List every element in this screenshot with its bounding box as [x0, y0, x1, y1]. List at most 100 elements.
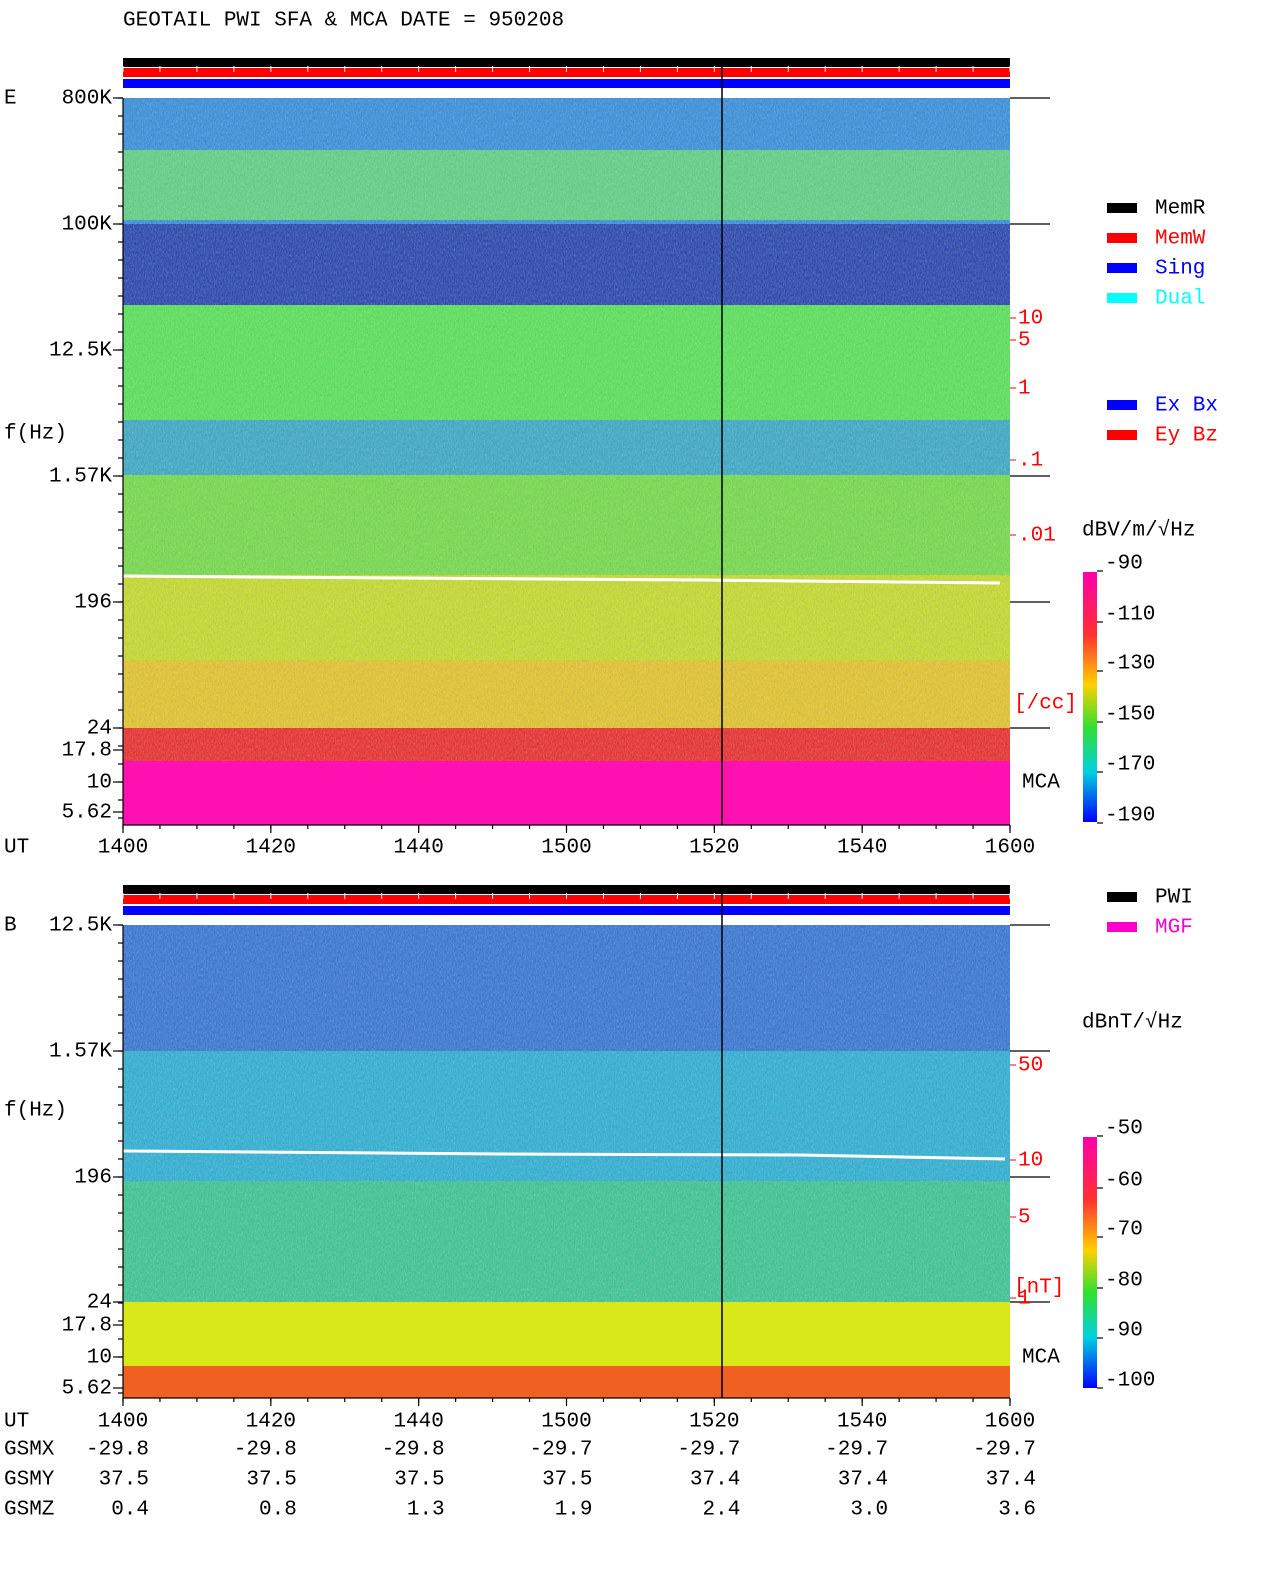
orbit-value: 2.4	[703, 1499, 741, 1522]
legend-label: Ey Bz	[1155, 425, 1218, 448]
colorbar-unit: dBV/m/√Hz	[1082, 519, 1195, 543]
orbit-value: 1.3	[407, 1499, 445, 1522]
legend-swatch	[1107, 430, 1137, 440]
noise	[123, 98, 1010, 761]
orbit-value: 37.5	[246, 1469, 296, 1492]
orbit-value: 0.8	[259, 1499, 297, 1522]
mode-bar	[123, 79, 1010, 88]
colorbar-label: -130	[1105, 653, 1155, 676]
colorbar-label: -80	[1105, 1270, 1143, 1293]
colorbar-label: -110	[1105, 604, 1155, 627]
mca-label: MCA	[1022, 1347, 1060, 1370]
y-tick-label: 1.57K	[49, 466, 112, 489]
x-tick-label: 1400	[98, 1411, 148, 1434]
colorbar-label: -60	[1105, 1170, 1143, 1193]
x-tick-label: 1500	[541, 837, 591, 860]
spectrogram	[122, 925, 1010, 1398]
y-tick-label: 12.5K	[49, 915, 112, 938]
legend-swatch	[1107, 892, 1137, 902]
y-axis-label: f(Hz)	[4, 423, 67, 446]
x-tick-label: 1520	[689, 1411, 739, 1434]
title: GEOTAIL PWI SFA & MCA DATE = 950208	[123, 10, 564, 33]
legend-swatch	[1107, 922, 1137, 932]
orbit-value: -29.7	[677, 1439, 740, 1462]
density-label: 10	[1018, 308, 1043, 331]
mode-bar	[123, 68, 1010, 77]
colorbar	[1083, 572, 1097, 822]
orbit-value: 3.6	[998, 1499, 1036, 1522]
x-tick-label: 1540	[837, 1411, 887, 1434]
orbit-value: 37.5	[99, 1469, 149, 1492]
panel-label: B	[4, 915, 17, 938]
orbit-value: 1.9	[555, 1499, 593, 1522]
x-tick-label: 1420	[246, 837, 296, 860]
density-label: 1	[1018, 1288, 1031, 1311]
density-unit: [/cc]	[1014, 693, 1077, 716]
band	[123, 1302, 1010, 1366]
plasma-line	[122, 574, 1001, 585]
x-tick-label: 1600	[985, 837, 1035, 860]
y-tick-label: 5.62	[62, 1378, 112, 1401]
orbit-label: GSMZ	[4, 1499, 54, 1522]
x-tick-label: 1440	[393, 1411, 443, 1434]
orbit-value: 37.4	[690, 1469, 740, 1492]
y-tick-label: 100K	[62, 214, 113, 237]
legend-swatch	[1107, 263, 1137, 273]
legend-label: MGF	[1155, 917, 1193, 940]
spectrogram	[122, 98, 1010, 825]
plasma-line	[122, 1149, 1006, 1161]
x-tick-label: 1600	[985, 1411, 1035, 1434]
legend-label: PWI	[1155, 887, 1193, 910]
legend-label: Sing	[1155, 258, 1205, 281]
orbit-value: -29.7	[529, 1439, 592, 1462]
y-tick-label: 24	[87, 718, 112, 741]
orbit-value: -29.8	[234, 1439, 297, 1462]
y-tick-label: 17.8	[62, 740, 112, 763]
density-label: 5	[1018, 330, 1031, 353]
legend-swatch	[1107, 400, 1137, 410]
density-label: .01	[1018, 525, 1056, 548]
x-tick-label: 1540	[837, 837, 887, 860]
y-tick-label: 12.5K	[49, 340, 112, 363]
y-tick-label: 24	[87, 1292, 112, 1315]
legend-swatch	[1107, 293, 1137, 303]
mode-bar	[123, 895, 1010, 904]
y-axis-label: f(Hz)	[4, 1100, 67, 1123]
y-tick-label: 5.62	[62, 802, 112, 825]
colorbar	[1083, 1137, 1097, 1388]
legend-label: Dual	[1155, 288, 1205, 311]
x-tick-label: 1440	[393, 837, 443, 860]
colorbar-label: -90	[1105, 553, 1143, 576]
y-tick-label: 10	[87, 1347, 112, 1370]
colorbar-label: -170	[1105, 754, 1155, 777]
y-tick-label: 800K	[62, 88, 113, 111]
colorbar-unit: dBnT/√Hz	[1082, 1011, 1183, 1035]
y-tick-label: 1.57K	[49, 1041, 112, 1064]
orbit-value: 37.4	[838, 1469, 888, 1492]
y-tick-label: 17.8	[62, 1315, 112, 1338]
legend-swatch	[1107, 203, 1137, 213]
density-label: 1	[1018, 378, 1031, 401]
y-tick-label: 10	[87, 772, 112, 795]
orbit-value: 3.0	[850, 1499, 888, 1522]
colorbar-label: -190	[1105, 805, 1155, 828]
colorbar-label: -50	[1105, 1118, 1143, 1141]
legend-label: Ex Bx	[1155, 395, 1218, 418]
x-axis-label: UT	[4, 837, 29, 860]
orbit-value: -29.7	[973, 1439, 1036, 1462]
x-axis-label: UT	[4, 1411, 29, 1434]
x-tick-label: 1500	[541, 1411, 591, 1434]
colorbar-label: -150	[1105, 704, 1155, 727]
colorbar-label: -90	[1105, 1320, 1143, 1343]
legend-label: MemW	[1155, 228, 1206, 251]
density-label: 50	[1018, 1055, 1043, 1078]
orbit-value: 37.5	[394, 1469, 444, 1492]
colorbar-label: -70	[1105, 1219, 1143, 1242]
orbit-value: 0.4	[111, 1499, 149, 1522]
panel-label: E	[4, 88, 17, 111]
y-tick-label: 196	[74, 1167, 112, 1190]
orbit-value: -29.7	[825, 1439, 888, 1462]
y-tick-label: 196	[74, 592, 112, 615]
density-label: .1	[1018, 450, 1043, 473]
